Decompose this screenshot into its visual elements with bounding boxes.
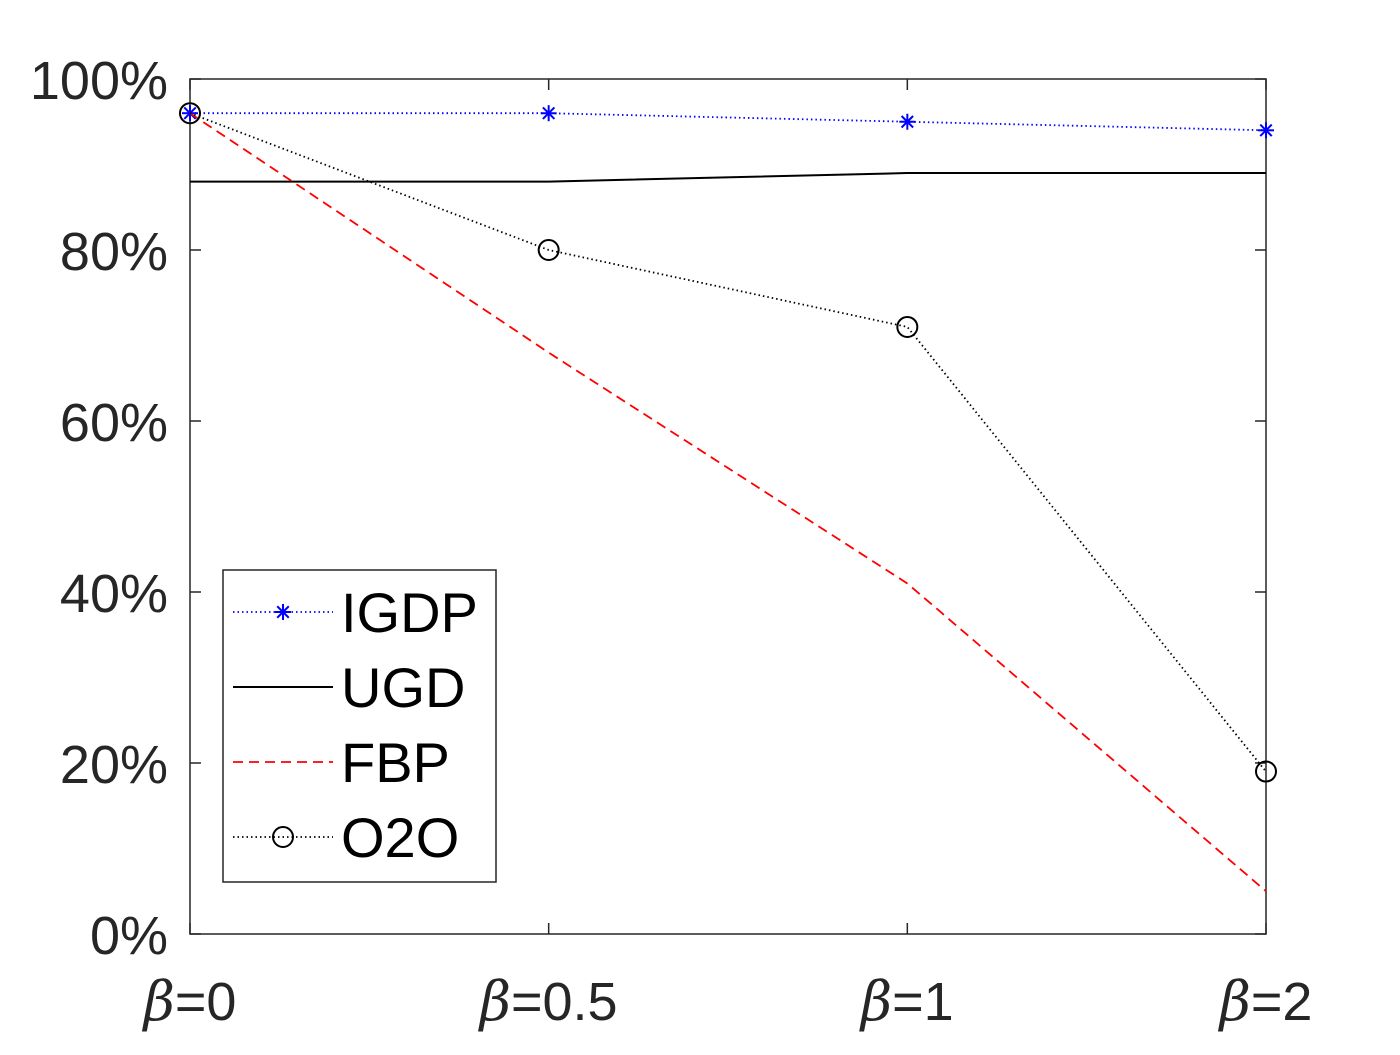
y-tick-label: 60% (60, 393, 168, 453)
legend-label: UGD (341, 656, 465, 719)
x-tick-symbol: β (1218, 970, 1251, 1033)
series-line (189, 112, 1267, 773)
plot-frame (189, 78, 1267, 935)
x-tick-label: β=0 (142, 970, 237, 1033)
x-tick-value: =0 (175, 972, 237, 1032)
legend-item-ugd: UGD (233, 656, 465, 719)
series-ugd (190, 172, 1266, 183)
data-point (540, 105, 557, 122)
series-line (189, 112, 1267, 892)
legend-marker (275, 604, 291, 620)
data-point (899, 113, 916, 130)
series-igdp (182, 105, 1274, 139)
x-tick-symbol: β (859, 970, 892, 1033)
data-point (1258, 122, 1274, 139)
y-tick-label: 20% (60, 735, 168, 795)
x-tick-symbol: β (478, 970, 511, 1033)
x-tick-label: β=0.5 (478, 970, 618, 1033)
y-tick-label: 100% (30, 51, 168, 111)
x-tick-label: β=2 (1218, 970, 1313, 1033)
legend-marker (272, 826, 294, 848)
legend-label: FBP (341, 731, 450, 794)
legend-label: O2O (341, 806, 459, 869)
series-o2o (179, 102, 1277, 783)
x-tick-value: =1 (892, 972, 954, 1032)
x-tick-label: β=1 (859, 970, 954, 1033)
legend-box (222, 569, 497, 883)
x-tick-symbol: β (142, 970, 175, 1033)
series-fbp (189, 112, 1267, 892)
series-line (190, 172, 1266, 183)
y-tick-label: 40% (60, 564, 168, 624)
y-tick-label: 0% (90, 906, 168, 966)
legend-item-fbp: FBP (233, 731, 450, 794)
legend-item-o2o: O2O (233, 806, 459, 869)
series-line (190, 112, 1267, 132)
y-tick-label: 80% (60, 222, 168, 282)
data-point (896, 315, 919, 338)
legend-label: IGDP (341, 581, 478, 644)
data-point (537, 239, 560, 261)
data-point (179, 102, 201, 125)
x-tick-value: =2 (1251, 972, 1313, 1032)
legend-item-igdp: IGDP (233, 581, 478, 644)
legend: IGDP UGD FBP O2O (222, 569, 497, 883)
data-point (1255, 760, 1277, 783)
x-tick-value: =0.5 (511, 972, 618, 1032)
